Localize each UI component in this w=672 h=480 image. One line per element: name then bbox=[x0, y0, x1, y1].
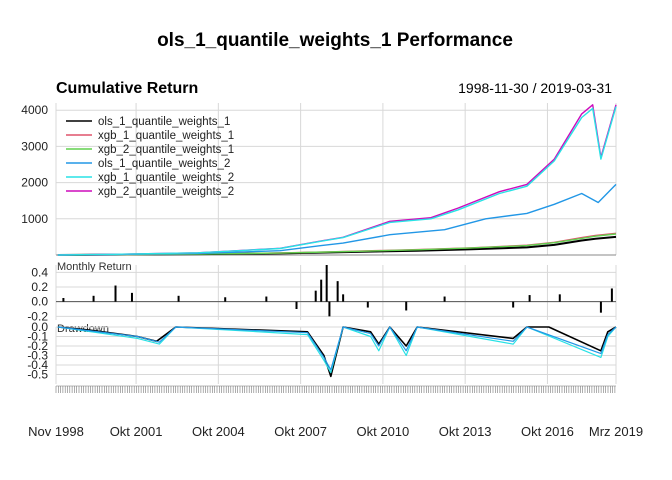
drawdown-line-2 bbox=[57, 326, 617, 371]
return-bar-17 bbox=[512, 301, 515, 308]
y-tick-ret: 0.4 bbox=[31, 265, 48, 279]
x-tick-label-2: Okt 2004 bbox=[192, 424, 245, 439]
legend-entry-5: xgb_2_quantile_weights_2 bbox=[98, 186, 234, 198]
return-bar-9 bbox=[320, 279, 323, 302]
legend-entry-3: ols_1_quantile_weights_2 bbox=[98, 158, 230, 170]
return-bar-12 bbox=[336, 281, 339, 302]
x-tick-label-5: Okt 2013 bbox=[439, 424, 492, 439]
return-bar-10 bbox=[325, 265, 328, 302]
return-bar-13 bbox=[342, 294, 345, 302]
y-tick-cum: 3000 bbox=[21, 139, 48, 153]
legend-entry-2: xgb_2_quantile_weights_1 bbox=[98, 144, 234, 156]
legend-entry-0: ols_1_quantile_weights_1 bbox=[98, 116, 230, 128]
y-tick-cum: 4000 bbox=[21, 103, 48, 117]
y-tick-dd: -0.3 bbox=[27, 349, 48, 363]
return-bar-15 bbox=[405, 301, 408, 311]
x-tick-label-3: Okt 2007 bbox=[274, 424, 327, 439]
return-bar-19 bbox=[558, 294, 561, 302]
y-tick-dd: 0.0 bbox=[31, 320, 48, 334]
return-bar-3 bbox=[130, 292, 133, 302]
date-range-label: 1998-11-30 / 2019-03-31 bbox=[458, 80, 612, 96]
y-tick-cum: 2000 bbox=[21, 176, 48, 190]
x-tick-label-7: Mrz 2019 bbox=[589, 424, 643, 439]
return-bar-21 bbox=[610, 288, 613, 302]
return-bar-14 bbox=[366, 301, 369, 308]
y-tick-ret: -0.2 bbox=[27, 309, 48, 323]
cumulative-return-label: Cumulative Return bbox=[56, 80, 198, 97]
return-bar-0 bbox=[62, 298, 65, 302]
monthly-return-label: Monthly Return bbox=[57, 261, 132, 273]
y-tick-cum: 1000 bbox=[21, 212, 48, 226]
return-bar-20 bbox=[599, 301, 602, 313]
y-tick-ret: 0.0 bbox=[31, 295, 48, 309]
return-bar-6 bbox=[265, 296, 268, 302]
x-tick-label-6: Okt 2016 bbox=[521, 424, 574, 439]
x-tick-label-4: Okt 2010 bbox=[357, 424, 410, 439]
return-bar-8 bbox=[314, 290, 317, 302]
return-bar-11 bbox=[328, 301, 331, 317]
return-bar-16 bbox=[443, 296, 446, 302]
return-bar-18 bbox=[528, 295, 531, 302]
series-line-4 bbox=[57, 106, 617, 256]
return-bar-5 bbox=[224, 297, 227, 302]
y-tick-dd: -0.5 bbox=[27, 368, 48, 382]
y-tick-dd: -0.4 bbox=[27, 358, 48, 372]
x-tick-label-0: Nov 1998 bbox=[28, 424, 84, 439]
y-tick-dd: -0.2 bbox=[27, 339, 48, 353]
return-bar-2 bbox=[114, 285, 117, 302]
legend-entry-1: xgb_1_quantile_weights_1 bbox=[98, 130, 234, 142]
return-bar-4 bbox=[177, 295, 180, 302]
y-tick-ret: 0.2 bbox=[31, 280, 48, 294]
series-line-3 bbox=[57, 183, 617, 256]
legend-entry-4: xgb_1_quantile_weights_2 bbox=[98, 172, 234, 184]
return-bar-1 bbox=[92, 295, 95, 302]
drawdown-line-0 bbox=[57, 326, 617, 378]
x-tick-label-1: Okt 2001 bbox=[110, 424, 163, 439]
chart-title: ols_1_quantile_weights_1 Performance bbox=[157, 30, 513, 51]
y-tick-dd: -0.1 bbox=[27, 330, 48, 344]
return-bar-7 bbox=[295, 301, 298, 309]
